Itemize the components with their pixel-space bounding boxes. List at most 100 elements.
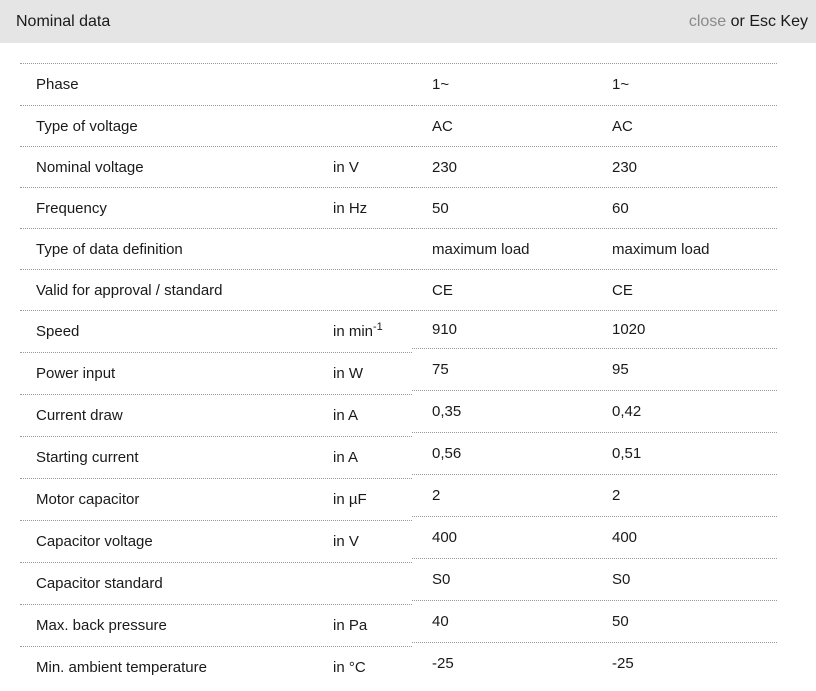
table-row-values: CE CE (412, 269, 777, 310)
value-cell-variant-2: 60 (612, 199, 629, 217)
value-cell-variant-1: 40 (432, 613, 449, 630)
table-row-values: 0,35 0,42 (412, 390, 777, 432)
parameter-unit: in A (333, 407, 412, 424)
esc-key-hint: or Esc Key (730, 12, 808, 30)
parameter-label: Power input (36, 365, 116, 382)
value-cell-variant-2: 1020 (612, 321, 646, 338)
value-column-group: 1~ 1~ AC AC 230 230 50 60 maximum load m… (412, 63, 777, 684)
parameter-label: Starting current (36, 449, 139, 466)
close-link[interactable]: close (688, 12, 727, 30)
modal-title: Nominal data (16, 12, 111, 30)
parameter-unit: in V (333, 159, 412, 176)
value-cell-variant-2: 95 (612, 361, 629, 378)
table-row-labels: Type of data definition (20, 228, 412, 269)
value-cell-variant-1: 0,35 (432, 403, 462, 420)
parameter-label: Max. back pressure (36, 617, 167, 634)
parameter-unit: in °C (333, 659, 412, 676)
value-cell-variant-1: -25 (432, 655, 454, 672)
value-cell-variant-2: AC (612, 117, 633, 135)
value-cell-variant-2: 2 (612, 487, 621, 504)
unit-text: in W (333, 365, 363, 382)
value-cell-variant-1: CE (432, 281, 453, 299)
table-row-labels: Starting current in A (20, 436, 412, 478)
parameter-label: Type of voltage (36, 117, 138, 135)
value-cell-variant-2: 0,51 (612, 445, 642, 462)
value-cell-variant-1: AC (432, 117, 453, 135)
unit-text: in °C (333, 659, 366, 676)
value-cell-variant-1: 1~ (432, 76, 450, 93)
parameter-label: Motor capacitor (36, 491, 140, 508)
parameter-unit: in µF (333, 491, 412, 508)
value-cell-variant-2: -25 (612, 655, 634, 672)
parameter-label: Phase (36, 76, 79, 93)
value-cell-variant-2: S0 (612, 571, 631, 588)
table-row-labels: Type of voltage (20, 105, 412, 146)
value-cell-variant-2: CE (612, 281, 633, 299)
parameter-label: Capacitor standard (36, 575, 163, 592)
value-cell-variant-1: maximum load (432, 240, 530, 258)
table-row-labels: Min. ambient temperature in °C (20, 646, 412, 688)
value-cell-variant-1: 400 (432, 529, 458, 546)
parameter-unit: in V (333, 533, 412, 550)
parameter-unit: in W (333, 365, 412, 382)
table-row-labels: Speed in min-1 (20, 310, 412, 352)
parameter-label: Nominal voltage (36, 158, 144, 176)
parameter-unit: in A (333, 449, 412, 466)
parameter-label: Frequency (36, 199, 107, 217)
parameter-unit: in Hz (333, 200, 412, 217)
close-controls: close or Esc Key (689, 13, 808, 31)
value-cell-variant-1: 0,56 (432, 445, 462, 462)
parameter-label: Speed (36, 323, 80, 340)
table-row-labels: Power input in W (20, 352, 412, 394)
value-cell-variant-2: 230 (612, 158, 638, 176)
value-cell-variant-1: 75 (432, 361, 449, 378)
table-row-values: 40 50 (412, 600, 777, 642)
table-row-values: 910 1020 (412, 310, 777, 348)
table-row-values: 400 400 (412, 516, 777, 558)
table-row-values: -25 -25 (412, 642, 777, 684)
unit-text: in A (333, 407, 359, 424)
table-row-labels: Max. back pressure in Pa (20, 604, 412, 646)
table-row-labels: Nominal voltage in V (20, 146, 412, 187)
value-cell-variant-2: 400 (612, 529, 638, 546)
parameter-label: Valid for approval / standard (36, 281, 223, 299)
table-row-labels: Valid for approval / standard (20, 269, 412, 310)
unit-text: in µF (333, 491, 367, 508)
value-cell-variant-2: 0,42 (612, 403, 642, 420)
value-cell-variant-1: 2 (432, 487, 441, 504)
table-row-labels: Phase (20, 63, 412, 105)
table-row-values: S0 S0 (412, 558, 777, 600)
value-cell-variant-2: 1~ (612, 76, 630, 93)
parameter-unit: in min-1 (333, 321, 412, 341)
unit-text: in V (333, 158, 359, 176)
table-row-labels: Frequency in Hz (20, 187, 412, 228)
table-row-labels: Motor capacitor in µF (20, 478, 412, 520)
parameter-label: Capacitor voltage (36, 533, 153, 550)
value-cell-variant-2: maximum load (612, 240, 710, 258)
unit-text: in Hz (333, 199, 368, 217)
value-cell-variant-1: S0 (432, 571, 451, 588)
nominal-data-table: Phase Type of voltage Nominal voltage in… (20, 63, 816, 688)
unit-text: in V (333, 533, 359, 550)
table-row-labels: Current draw in A (20, 394, 412, 436)
table-row-labels: Capacitor voltage in V (20, 520, 412, 562)
parameter-label: Current draw (36, 407, 123, 424)
value-cell-variant-1: 910 (432, 321, 458, 338)
table-row-values: 75 95 (412, 348, 777, 390)
table-row-values: maximum load maximum load (412, 228, 777, 269)
parameter-label: Type of data definition (36, 240, 183, 258)
value-cell-variant-1: 50 (432, 199, 449, 217)
unit-text: in Pa (333, 617, 368, 634)
table-row-values: 50 60 (412, 187, 777, 228)
table-row-values: 2 2 (412, 474, 777, 516)
parameter-label: Min. ambient temperature (36, 659, 207, 676)
table-row-values: 1~ 1~ (412, 63, 777, 105)
value-cell-variant-1: 230 (432, 158, 458, 176)
table-row-values: AC AC (412, 105, 777, 146)
value-cell-variant-2: 50 (612, 613, 629, 630)
unit-text: in A (333, 449, 359, 466)
unit-superscript: -1 (373, 321, 383, 333)
parameter-column-group: Phase Type of voltage Nominal voltage in… (20, 63, 412, 688)
unit-text: in min (333, 323, 374, 340)
table-row-values: 0,56 0,51 (412, 432, 777, 474)
